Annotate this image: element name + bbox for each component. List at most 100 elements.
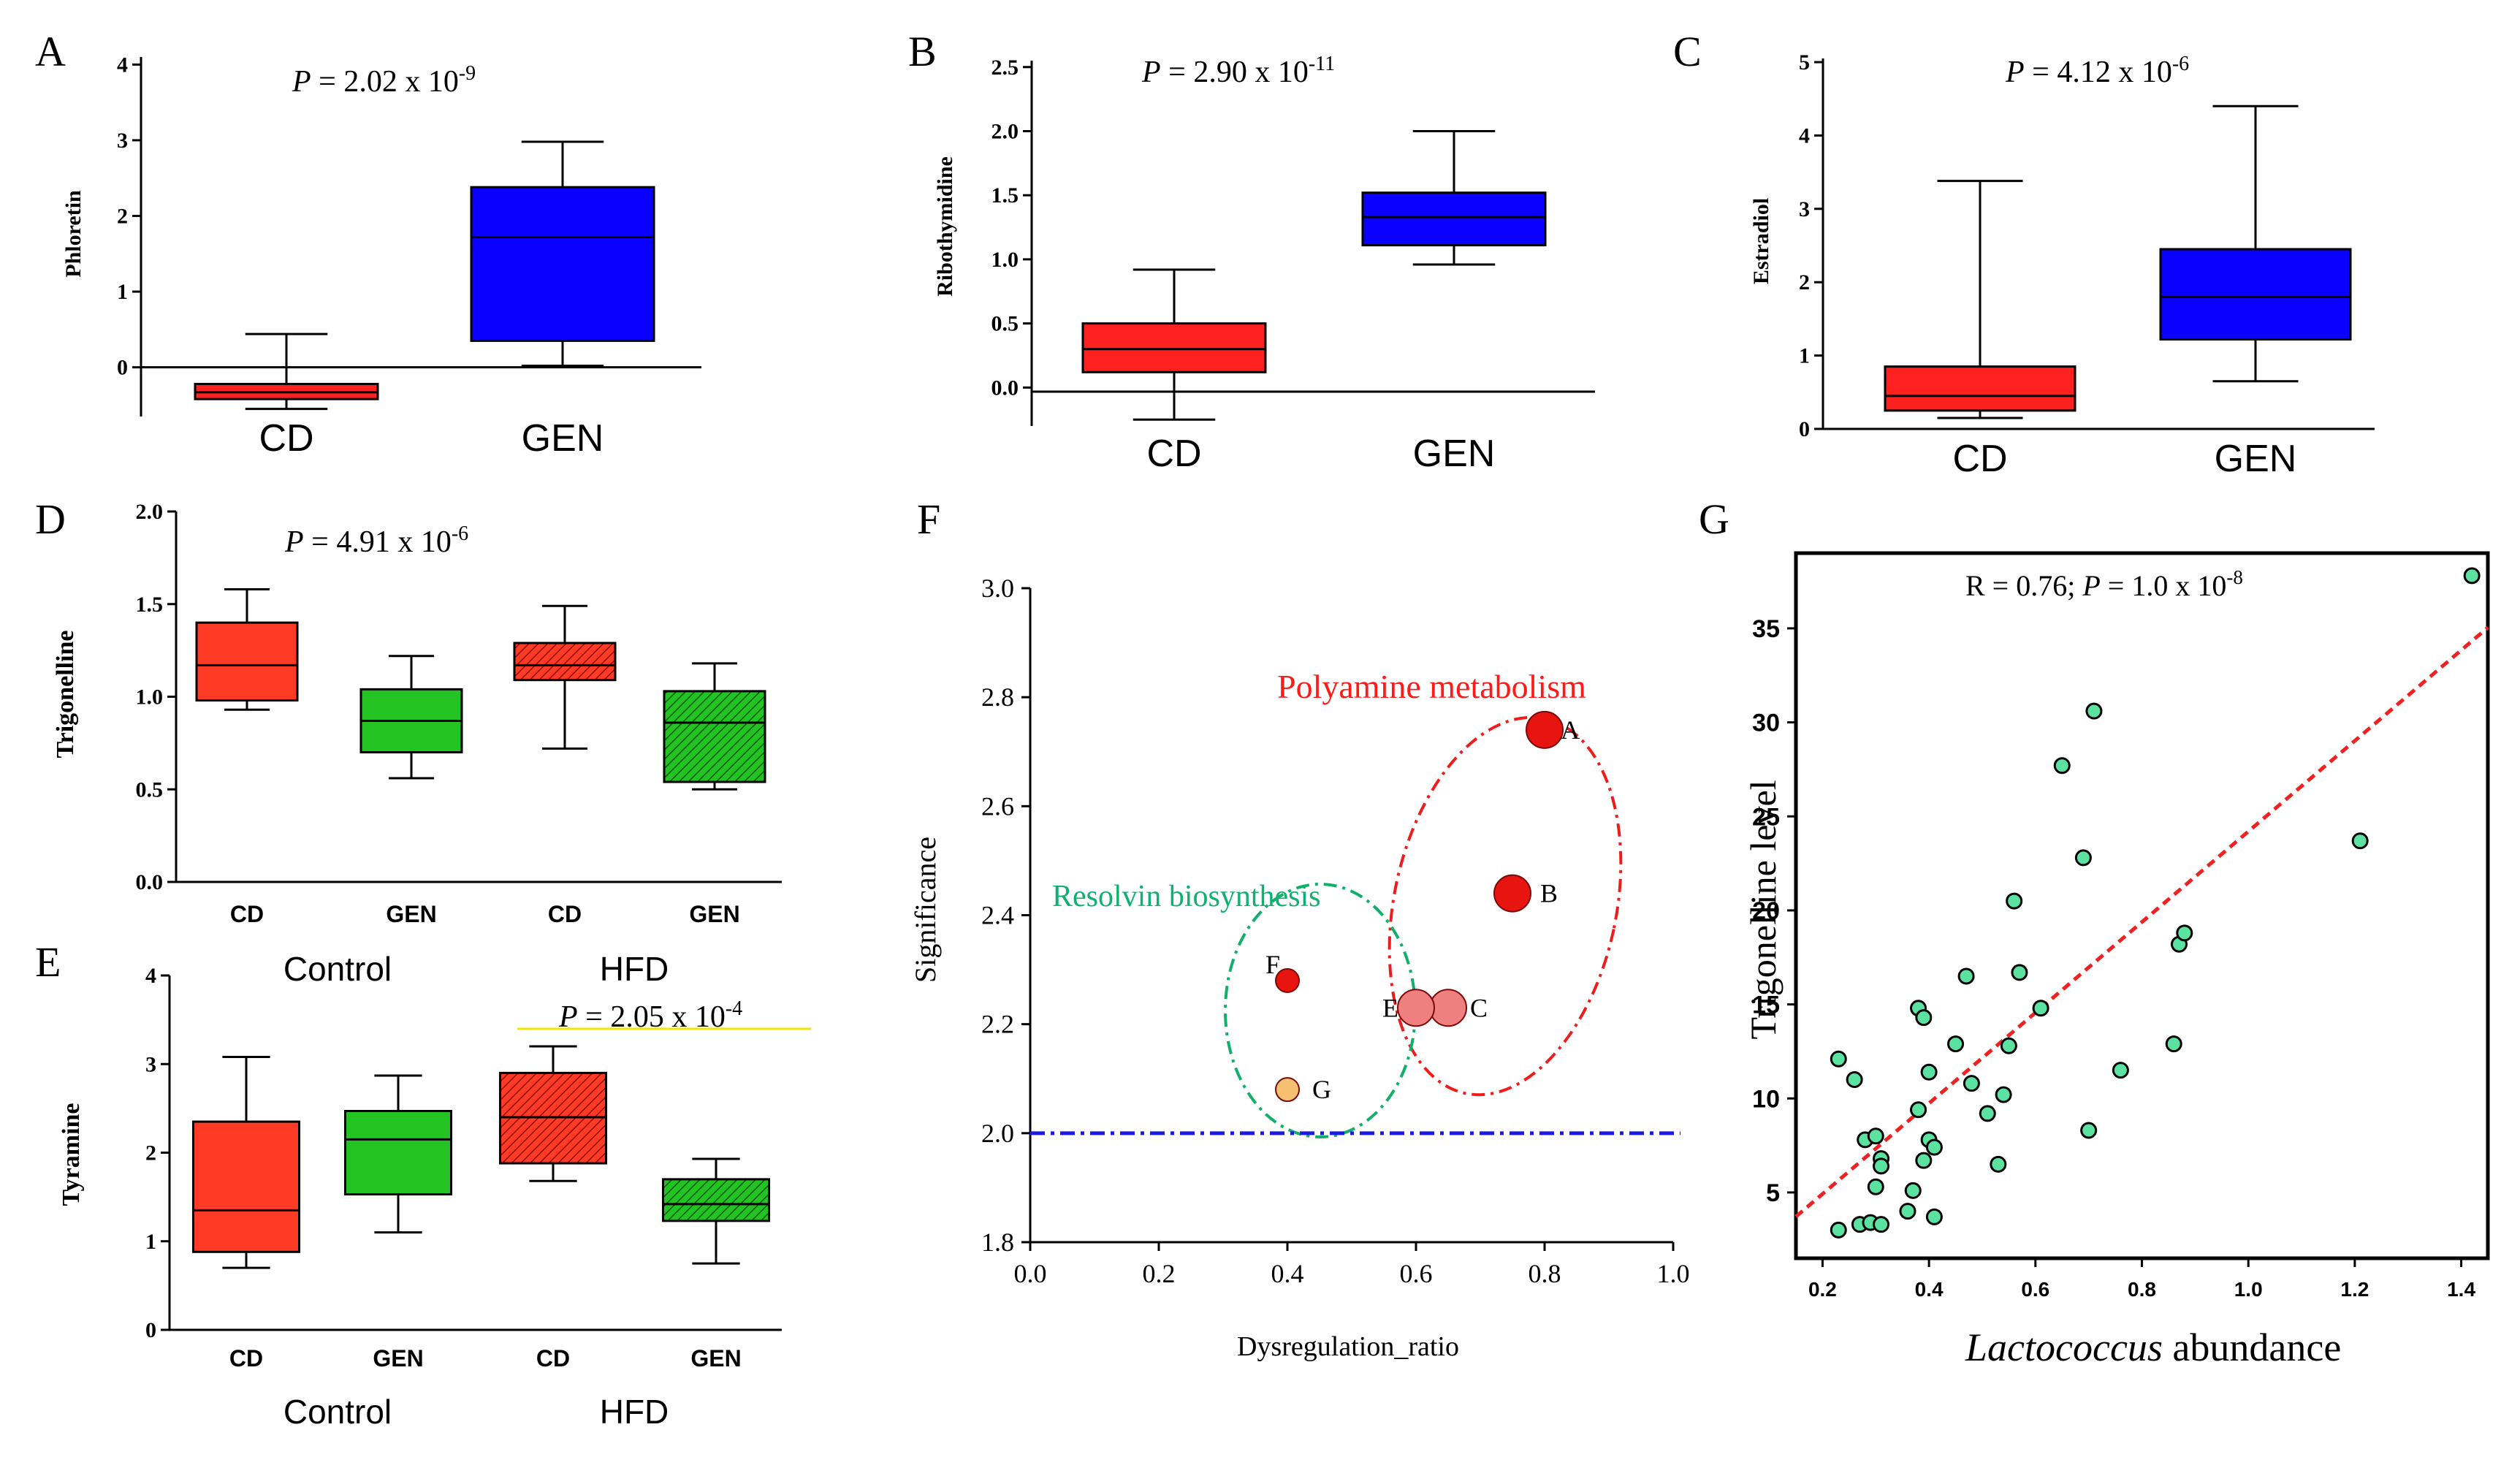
pf-point-label: E xyxy=(1382,993,1398,1022)
pe-category-label: CD xyxy=(536,1345,570,1372)
panel-f-scatter: Dysregulation_ratio Significance Polyami… xyxy=(909,574,1690,1362)
panel-g-stat: R = 0.76; P = 1.0 x 10-8 xyxy=(1965,566,2243,602)
pb-box-2 xyxy=(1361,191,1547,247)
pf-x-tick-label: 0.2 xyxy=(1143,1259,1176,1288)
pg-point xyxy=(1904,1182,1922,1199)
pd-box-4 xyxy=(663,690,766,783)
panel-c-pvalue: P = 4.12 x 10-6 xyxy=(2005,53,2189,89)
pf-y-tick-label: 2.4 xyxy=(981,901,1014,930)
resolvin-annotation: Resolvin biosynthesis xyxy=(1052,880,1321,913)
pf-point-label: F xyxy=(1265,950,1280,979)
pg-point xyxy=(1846,1071,1863,1089)
pg-point xyxy=(1990,1155,2007,1173)
pg-point xyxy=(2176,924,2193,942)
pg-y-tick-label: 15 xyxy=(1752,992,1780,1019)
pa-y-tick-label: 3 xyxy=(117,129,128,153)
pf-y-tick-label: 2.2 xyxy=(981,1010,1014,1039)
pf-y-tick-label: 2.0 xyxy=(981,1119,1014,1148)
pb-y-tick-label: 1.5 xyxy=(991,183,1019,208)
pd-box-3 xyxy=(513,642,617,682)
panel-b-box-plot: Ribothymidine P = 2.90 x 10-11 0.0 0.5 1.0… xyxy=(933,53,1595,475)
pg-regression-line xyxy=(1794,625,2489,1218)
pg-point xyxy=(2165,1035,2182,1053)
pg-point xyxy=(2011,964,2028,981)
pg-y-tick-label: 35 xyxy=(1752,615,1780,643)
pf-point-label: B xyxy=(1540,879,1558,908)
pe-category-label: GEN xyxy=(373,1345,423,1372)
pf-point-a xyxy=(1526,710,1564,749)
pg-point xyxy=(2032,1000,2049,1017)
panel-letter-e: E xyxy=(35,938,61,986)
pf-point-c xyxy=(1429,989,1467,1027)
pe-y-tick-label: 2 xyxy=(145,1141,156,1165)
pg-point xyxy=(2351,832,2369,850)
pc-box-2 xyxy=(2159,248,2352,341)
pg-point xyxy=(2085,702,2103,720)
pc-y-tick-label: 2 xyxy=(1799,270,1810,294)
pf-x-tick-label: 1.0 xyxy=(1657,1259,1690,1288)
pc-category-label: GEN xyxy=(2215,438,2297,480)
pb-category-label: CD xyxy=(1146,433,1201,475)
pg-x-tick-label: 0.4 xyxy=(1915,1278,1944,1301)
pb-y-tick-label: 0.5 xyxy=(991,312,1019,336)
panel-letter-b: B xyxy=(908,28,937,75)
pg-point xyxy=(1910,1101,1927,1119)
pd-y-tick-label: 1.5 xyxy=(136,593,164,617)
pb-category-label: GEN xyxy=(1413,433,1496,475)
panel-letter-c: C xyxy=(1673,28,1702,75)
pg-point xyxy=(1979,1105,1996,1122)
pf-y-tick-label: 2.8 xyxy=(981,682,1014,712)
pd-group-label: HFD xyxy=(600,950,669,988)
panel-d-box-plot: Trigonelline P = 4.91 x 10-6 0.0 0.5 1.0 1.… xyxy=(52,500,782,988)
pg-point xyxy=(1995,1086,2012,1103)
pg-point xyxy=(1873,1157,1890,1175)
pf-point-b xyxy=(1493,874,1531,913)
panel-a-ylabel: Phloretin xyxy=(61,190,85,278)
pc-y-tick-label: 4 xyxy=(1799,123,1810,148)
panel-c-ylabel: Estradiol xyxy=(1749,198,1773,284)
panel-e-box-plot: Tyramine P = 2.05 x 10-4 0 1 2 3 4 CD GEN CD GEN… xyxy=(58,964,811,1431)
pe-box-1 xyxy=(192,1120,300,1253)
panel-d-ylabel: Trigonelline xyxy=(52,630,79,758)
pa-y-tick-label: 0 xyxy=(117,356,128,380)
pf-x-tick-label: 0.4 xyxy=(1271,1259,1304,1288)
pg-plot-frame xyxy=(1794,551,2490,1260)
pe-box-4 xyxy=(662,1178,770,1222)
pf-point-f xyxy=(1275,968,1300,993)
pa-category-label: CD xyxy=(259,417,313,460)
pc-y-tick-label: 5 xyxy=(1799,50,1810,75)
pe-y-tick-label: 0 xyxy=(145,1318,156,1342)
pf-x-tick-label: 0.0 xyxy=(1014,1259,1047,1288)
panel-f-ylabel: Significance xyxy=(909,837,942,983)
panel-g-xlabel: Lactococcus abundance xyxy=(1965,1325,2341,1369)
pe-y-tick-label: 1 xyxy=(145,1230,156,1254)
pg-x-tick-label: 1.0 xyxy=(2234,1278,2263,1301)
pf-point-e xyxy=(1397,989,1435,1027)
pa-y-tick-label: 4 xyxy=(117,53,128,77)
pf-point-label: C xyxy=(1470,993,1488,1022)
pf-point-label: A xyxy=(1561,715,1580,745)
pf-point-g xyxy=(1275,1077,1300,1103)
pd-group-label: Control xyxy=(283,950,392,988)
pg-y-tick-label: 10 xyxy=(1752,1085,1780,1113)
pg-point xyxy=(2080,1122,2098,1139)
pc-y-tick-label: 0 xyxy=(1799,417,1810,441)
pc-category-label: CD xyxy=(1952,438,2007,480)
pg-x-tick-label: 1.2 xyxy=(2340,1278,2369,1301)
pb-box-1 xyxy=(1081,322,1267,373)
pg-point xyxy=(1915,1009,1933,1027)
pd-box-1 xyxy=(195,621,299,702)
pg-point xyxy=(1963,1075,1980,1092)
pf-y-tick-label: 2.6 xyxy=(981,791,1014,821)
panel-b-ylabel: Ribothymidine xyxy=(933,156,957,297)
pf-point-label: G xyxy=(1312,1075,1331,1104)
pc-y-tick-label: 3 xyxy=(1799,197,1810,221)
pb-y-tick-label: 2.5 xyxy=(991,56,1019,80)
pg-point xyxy=(1830,1050,1847,1068)
pg-point xyxy=(1947,1035,1965,1053)
pe-group-label: HFD xyxy=(600,1393,669,1431)
pg-point xyxy=(1915,1152,1933,1169)
pg-x-tick-label: 0.2 xyxy=(1808,1278,1837,1301)
pg-point xyxy=(1925,1138,1943,1156)
